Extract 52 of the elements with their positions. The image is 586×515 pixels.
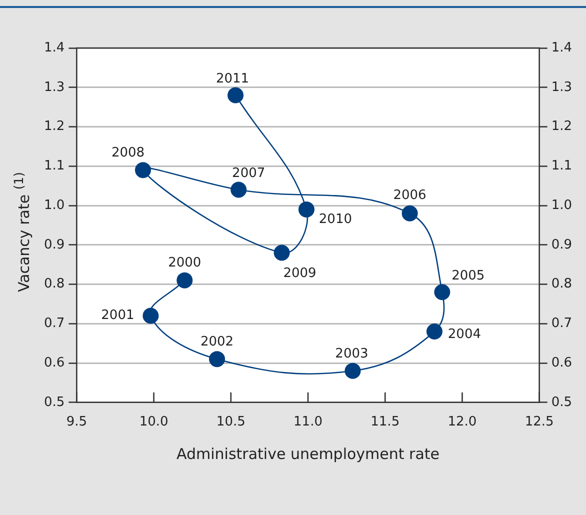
y2-tick-label: 0.6	[551, 355, 572, 370]
y-tick-label: 1.0	[44, 198, 65, 213]
annotation: 2004	[448, 326, 482, 342]
y-tick-label: 1.4	[44, 40, 65, 56]
y2-tick-label: 0.8	[551, 276, 572, 292]
x-axis-title: Administrative unemployment rate	[176, 444, 440, 463]
point	[230, 182, 247, 198]
y-tick-label: 0.8	[44, 276, 65, 292]
x-tick-label: 11.0	[294, 414, 322, 430]
annotation: 2010	[318, 212, 352, 227]
y2-tick-label: 1.2	[551, 119, 572, 134]
y-tick-label: 0.6	[44, 355, 65, 370]
y2-tick-label: 1.3	[551, 80, 572, 95]
point	[134, 162, 151, 178]
point	[434, 284, 450, 300]
annotation: 2007	[232, 166, 266, 182]
y2-tick-label: 0.9	[551, 237, 572, 252]
point	[209, 351, 226, 368]
annotation: 2008	[111, 145, 145, 160]
point	[344, 362, 361, 379]
y-tick-label: 1.3	[44, 80, 65, 95]
x-tick-label: 12.0	[448, 414, 477, 430]
y-tick-label: 1.2	[44, 119, 65, 134]
point	[228, 87, 244, 104]
point	[176, 272, 193, 288]
y-tick-label: 0.5	[44, 394, 65, 410]
y-tick-label: 0.7	[44, 316, 65, 332]
y2-tick-label: 0.7	[551, 316, 572, 332]
x-tick-label: 10.5	[216, 414, 246, 430]
point	[402, 205, 418, 222]
annotation: 2001	[101, 308, 134, 324]
x-tick-label: 10.0	[139, 414, 168, 430]
y2-tick-label: 0.5	[551, 394, 572, 410]
point	[298, 201, 314, 218]
annotation: 2000	[168, 256, 202, 271]
y-tick-label: 1.1	[44, 158, 65, 174]
x-tick-label: 12.5	[524, 414, 554, 430]
annotation: 2009	[283, 266, 316, 282]
point	[426, 324, 442, 340]
annotation: 2003	[335, 346, 368, 362]
point	[142, 308, 159, 324]
y2-tick-label: 1.1	[551, 158, 572, 174]
x-tick-label: 9.5	[66, 414, 88, 430]
annotation: 2005	[452, 268, 485, 284]
annotation: 2011	[216, 72, 250, 87]
point	[274, 244, 290, 261]
y2-tick-label: 1.4	[551, 40, 572, 56]
x-tick-label: 11.5	[370, 414, 400, 430]
annotation: 2002	[200, 334, 234, 350]
y2-tick-label: 1.0	[551, 198, 572, 213]
y-tick-label: 0.9	[44, 237, 65, 252]
annotation: 2006	[393, 188, 426, 203]
